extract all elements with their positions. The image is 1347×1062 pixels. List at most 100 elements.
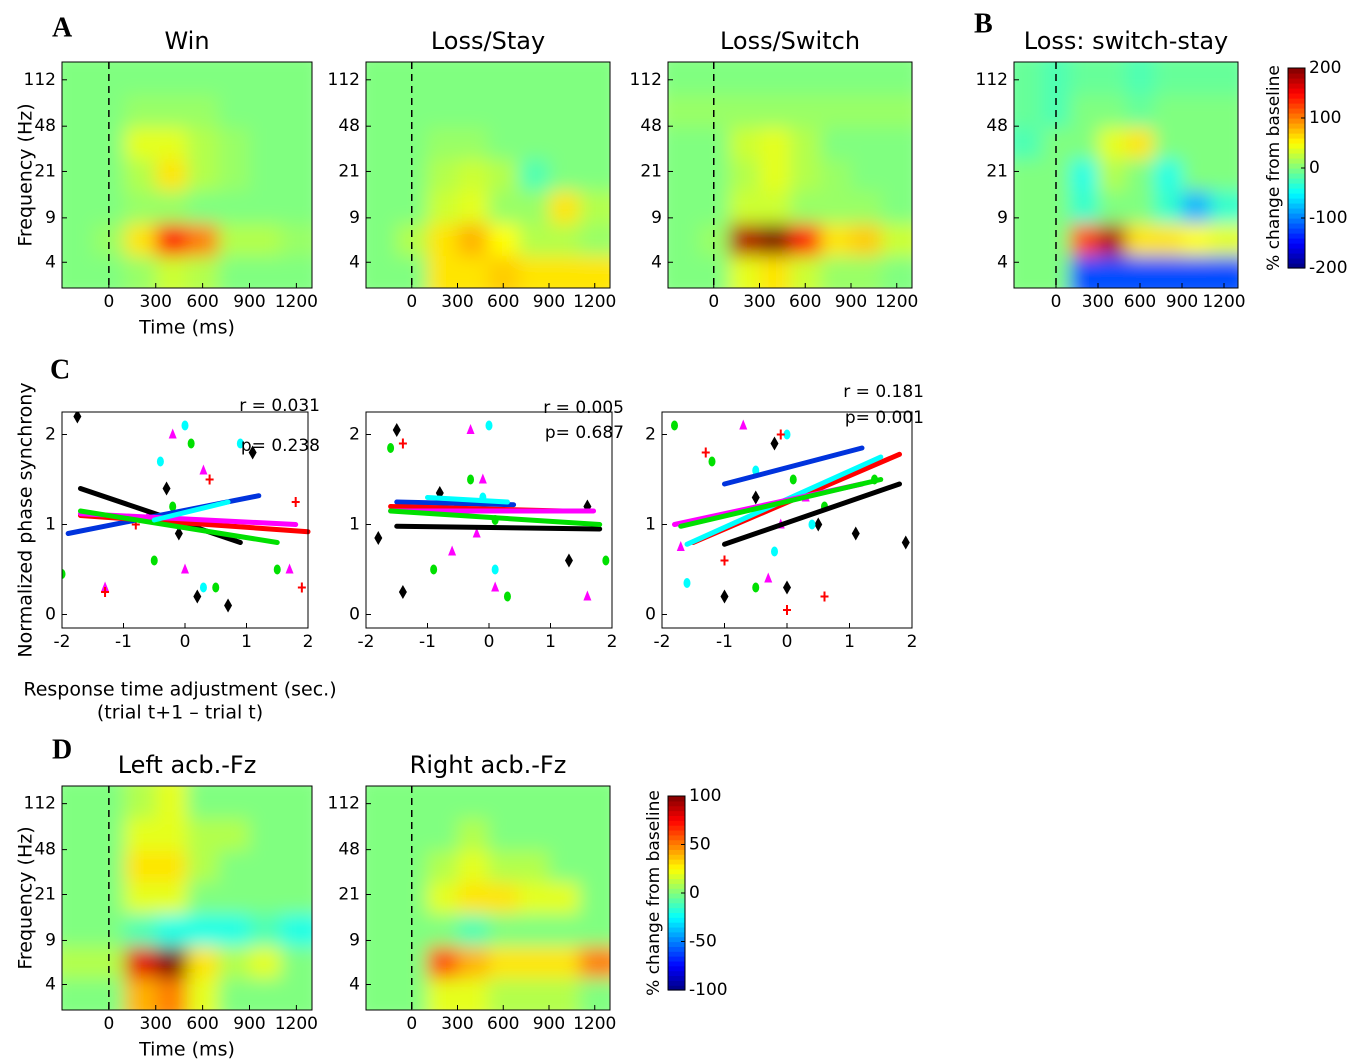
- heatmap-cell: [427, 158, 458, 191]
- heatmap-cell: [759, 94, 791, 128]
- heatmap-cell: [218, 946, 250, 979]
- heatmap-clip: [668, 62, 912, 288]
- x-tick-label: 2: [907, 632, 918, 652]
- heatmap-cell: [881, 223, 912, 257]
- colorbar-swatch: [1288, 68, 1305, 74]
- y-tick-label: 9: [651, 208, 662, 228]
- heatmap-cell: [155, 158, 188, 191]
- heatmap-cell: [1014, 94, 1043, 128]
- heatmap-cell: [457, 850, 489, 883]
- heatmap-cell: [549, 786, 580, 819]
- colorbar-swatch: [668, 800, 685, 807]
- point: [162, 481, 171, 496]
- colorbar-swatch: [668, 946, 685, 952]
- heatmap-cell: [124, 786, 157, 819]
- y-tick-label: 112: [630, 70, 662, 90]
- panel-heatmap: 0 300 600 900 1200 4 9 21 48 112 Loss/Stay: [328, 27, 617, 312]
- heatmap-cell: [155, 850, 188, 883]
- heatmap-cell: [427, 946, 458, 979]
- heatmap-cell: [280, 190, 312, 224]
- heatmap-cell: [62, 786, 94, 819]
- y-tick-label: 2: [349, 425, 360, 445]
- plot-frame: [667, 61, 913, 289]
- fit-line: [394, 523, 603, 532]
- heatmap-cell: [187, 818, 219, 851]
- heatmap-cell: [1014, 158, 1043, 191]
- point: [789, 474, 797, 485]
- heatmap-cell: [1182, 223, 1211, 257]
- heatmap-cell: [790, 190, 821, 224]
- colorbar-swatch: [668, 863, 685, 870]
- heatmap-cell: [427, 881, 458, 914]
- heatmap-cell: [249, 158, 282, 191]
- heatmap-cell: [155, 190, 188, 224]
- heatmap-cell: [579, 786, 610, 819]
- heatmap-cell: [249, 818, 282, 851]
- heatmap-cell: [881, 94, 912, 128]
- heatmap-cell: [249, 786, 282, 819]
- point: [156, 456, 164, 467]
- heatmap-cell: [427, 977, 458, 1010]
- y-tick-label: 9: [349, 208, 360, 228]
- y-tick-label: 4: [997, 252, 1008, 272]
- annotation: r = 0.005: [543, 398, 624, 418]
- colorbar-swatch: [668, 854, 685, 860]
- heatmap-cell: [851, 94, 882, 128]
- colorbar-swatch: [1288, 248, 1305, 254]
- point: [701, 447, 710, 458]
- colorbar-swatch: [1288, 243, 1305, 249]
- point: [739, 419, 748, 430]
- x-tick-label: 1: [241, 632, 252, 652]
- chart-title: Right acb.-Fz: [410, 751, 567, 779]
- point: [814, 517, 823, 532]
- heatmap-cell: [187, 255, 219, 288]
- y-tick-label: 1: [645, 515, 656, 535]
- heatmap-cell: [280, 62, 312, 95]
- heatmap-cell: [518, 126, 550, 160]
- plot-bg: [366, 412, 612, 628]
- heatmap-cell: [729, 126, 760, 160]
- point: [101, 581, 110, 592]
- colorbar-swatch: [668, 951, 685, 957]
- heatmap-cell: [124, 913, 157, 947]
- colorbar-swatch: [1288, 138, 1305, 144]
- point: [602, 555, 610, 566]
- heatmap-cell: [488, 881, 519, 914]
- heatmap-cell: [1098, 158, 1127, 191]
- heatmap-cell: [427, 850, 458, 883]
- heatmap-cell: [729, 255, 760, 288]
- colorbar-swatch: [668, 859, 685, 865]
- heatmap-cell: [218, 850, 250, 883]
- heatmap-cell: [549, 223, 580, 257]
- colorbar-tick-label: 0: [1309, 158, 1320, 178]
- x-tick-label: 0: [708, 292, 719, 312]
- fit-line: [388, 508, 603, 527]
- heatmap-cell: [249, 850, 282, 883]
- plot-frame: [1013, 61, 1239, 289]
- fit-line: [722, 445, 865, 487]
- colorbar-swatch: [668, 965, 685, 972]
- point: [297, 582, 306, 593]
- heatmap-cell: [488, 946, 519, 979]
- x-tick-label: 1200: [573, 292, 616, 312]
- panel-heatmap: 0 300 600 900 1200 4 9 21 48 112 Left acb.-Fz D Freq…: [15, 734, 319, 1060]
- colorbar-swatch: [1288, 108, 1305, 114]
- heatmap-cell: [668, 158, 699, 191]
- heatmap-cell: [218, 94, 250, 128]
- x-tick-label: 2: [303, 632, 314, 652]
- heatmap-cell: [93, 223, 125, 257]
- colorbar-swatch: [668, 810, 685, 816]
- heatmap-cell: [1070, 126, 1099, 160]
- x-tick-label: 0: [406, 292, 417, 312]
- heatmap-cell: [62, 126, 94, 160]
- heatmap-cell: [457, 223, 489, 257]
- colorbar-swatch: [668, 844, 685, 850]
- colorbar-swatch: [668, 839, 685, 846]
- colorbar-swatch: [668, 820, 685, 826]
- colorbar-swatch: [1288, 183, 1305, 189]
- heatmap-cell: [366, 850, 397, 883]
- point: [683, 578, 691, 588]
- heatmap-cell: [1182, 190, 1211, 224]
- heatmap-cell: [668, 190, 699, 224]
- point: [503, 591, 511, 602]
